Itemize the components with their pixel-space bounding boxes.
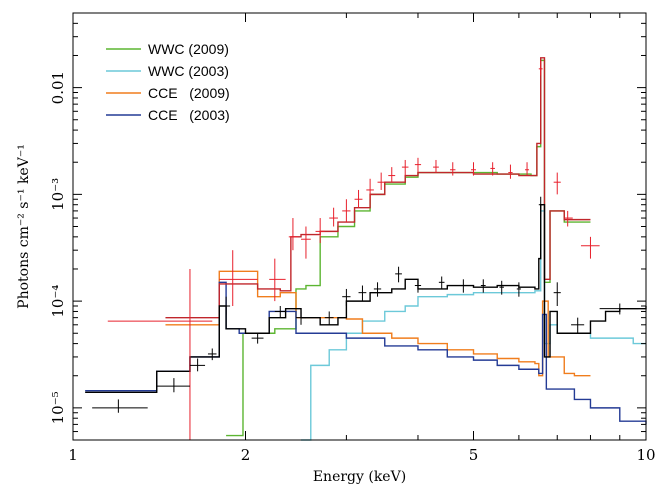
data-point-1-2	[189, 358, 206, 372]
y-axis-label: Photons cm⁻² s⁻¹ keV⁻¹	[16, 144, 32, 309]
data-point-0-4	[301, 226, 311, 259]
data-point-1-1	[156, 378, 190, 393]
data-point-1-16	[480, 279, 486, 293]
data-point-1-8	[324, 311, 334, 325]
data-point-0-16	[471, 162, 476, 176]
y-tick-label-2: 10⁻³	[49, 178, 67, 211]
data-point-0-7	[342, 199, 351, 223]
x-tick-label-2: 5	[469, 446, 479, 464]
x-axis-label: Energy (keV)	[313, 469, 406, 485]
data-point-0-15	[450, 162, 456, 176]
data-point-0-10	[377, 172, 385, 190]
data-point-0-5	[315, 218, 325, 244]
y-tick-label-1: 10⁻⁴	[49, 285, 67, 318]
data-point-0-20	[538, 60, 543, 76]
data-point-1-19	[538, 196, 543, 215]
data-point-0-1	[219, 250, 258, 306]
data-point-0-18	[508, 164, 513, 179]
data-point-0-17	[490, 162, 495, 176]
y-tick-label-0: 10⁻⁵	[49, 391, 67, 424]
series-line-0	[226, 59, 591, 437]
data-point-0-2	[269, 258, 286, 302]
data-point-1-10	[358, 285, 367, 302]
data-point-1-7	[295, 311, 306, 325]
series-line-3	[85, 281, 647, 425]
x-tick-label-1: 2	[241, 446, 251, 464]
data-point-0-6	[329, 207, 338, 227]
data-point-1-20	[553, 282, 561, 306]
x-tick-label-3: 10	[636, 446, 655, 464]
data-point-1-18	[516, 282, 521, 297]
series-line-5	[85, 204, 647, 393]
data-point-1-4	[222, 296, 231, 315]
data-point-1-14	[438, 276, 445, 289]
data-point-1-5	[251, 333, 264, 344]
data-point-1-0	[92, 399, 148, 413]
x-tick-label-0: 1	[68, 446, 78, 464]
data-point-1-17	[499, 280, 504, 295]
data-point-1-15	[460, 279, 466, 293]
y-tick-label-3: 0.01	[49, 71, 67, 104]
data-point-0-3	[288, 218, 299, 251]
legend-label-3: CCE (2003)	[148, 107, 230, 123]
legend-label-2: CCE (2009)	[148, 85, 230, 101]
data-point-0-19	[525, 162, 530, 176]
axis-ticks: 1 2 5 10 10⁻⁵ 10⁻⁴ 10⁻³ 0.01	[49, 12, 656, 464]
data-point-0-8	[354, 189, 363, 208]
data-point-0-22	[564, 210, 573, 227]
series-line-4	[165, 57, 591, 319]
legend: WWC (2009) WWC (2003) CCE (2009) CCE (2003)	[106, 41, 230, 123]
data-point-1-3	[207, 348, 217, 361]
data-point-1-9	[342, 288, 351, 306]
data-point-0-14	[433, 159, 439, 173]
data-point-0-13	[414, 157, 422, 173]
data-point-1-22	[599, 303, 639, 315]
data-point-1-13	[414, 279, 422, 293]
data-point-1-12	[395, 266, 402, 283]
data-point-0-23	[580, 236, 600, 259]
data-point-0-21	[553, 172, 561, 195]
data-point-1-21	[571, 317, 585, 334]
data-point-0-0	[107, 268, 213, 440]
data-points	[92, 60, 639, 440]
data-point-1-6	[274, 305, 286, 318]
data-point-0-12	[401, 159, 409, 176]
data-point-1-11	[373, 282, 382, 297]
legend-label-0: WWC (2009)	[148, 41, 229, 57]
legend-label-1: WWC (2003)	[148, 63, 229, 79]
data-point-0-9	[366, 178, 374, 200]
data-point-0-11	[388, 167, 396, 183]
